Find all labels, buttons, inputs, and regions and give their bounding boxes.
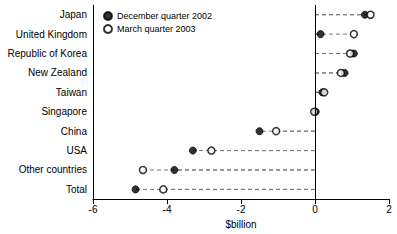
svg-text:December quarter 2002: December quarter 2002 bbox=[117, 11, 212, 21]
svg-text:0: 0 bbox=[312, 204, 318, 215]
svg-text:Japan: Japan bbox=[60, 9, 87, 20]
svg-text:2: 2 bbox=[386, 204, 392, 215]
svg-text:$billion: $billion bbox=[225, 219, 256, 230]
svg-text:USA: USA bbox=[66, 145, 87, 156]
svg-text:-4: -4 bbox=[163, 204, 172, 215]
svg-text:Total: Total bbox=[66, 184, 87, 195]
svg-text:-2: -2 bbox=[237, 204, 246, 215]
svg-text:Other countries: Other countries bbox=[19, 164, 87, 175]
svg-text:Taiwan: Taiwan bbox=[56, 87, 87, 98]
svg-text:Republic of Korea: Republic of Korea bbox=[8, 48, 88, 59]
svg-text:China: China bbox=[61, 126, 88, 137]
svg-text:New Zealand: New Zealand bbox=[28, 67, 87, 78]
svg-text:United Kingdom: United Kingdom bbox=[16, 29, 87, 40]
svg-text:-6: -6 bbox=[89, 204, 98, 215]
svg-text:March quarter 2003: March quarter 2003 bbox=[117, 24, 196, 34]
svg-text:Singapore: Singapore bbox=[41, 106, 87, 117]
